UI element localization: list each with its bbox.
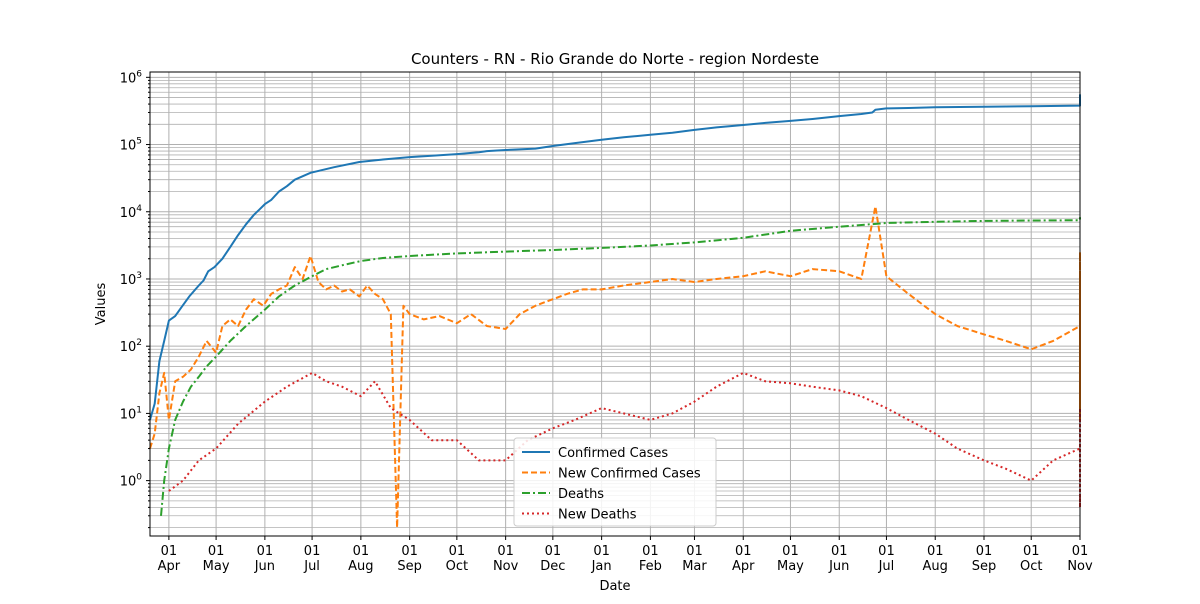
y-tick-label: 106 xyxy=(120,69,143,86)
x-tick-label-month: Aug xyxy=(923,559,948,574)
x-tick-label-day: 01 xyxy=(304,544,321,559)
legend-label: New Confirmed Cases xyxy=(558,467,701,482)
y-tick-label: 101 xyxy=(120,405,142,422)
x-tick-label-month: Apr xyxy=(158,559,181,574)
legend: Confirmed Cases New Confirmed Cases Deaths… xyxy=(513,437,717,527)
x-axis: 01Apr01May01Jun01Jul01Aug01Sep01Oct01Nov… xyxy=(158,536,1093,574)
x-tick-label-month: May xyxy=(777,559,804,574)
y-tick-label: 100 xyxy=(120,473,143,490)
x-tick-label-month: Sep xyxy=(972,559,997,574)
x-tick-label-month: Apr xyxy=(732,559,755,574)
series-line-confirmed-cases xyxy=(149,93,1081,421)
x-tick-label-month: Feb xyxy=(639,559,662,574)
x-tick-label-day: 01 xyxy=(353,544,370,559)
x-tick-label-day: 01 xyxy=(545,544,562,559)
x-tick-label-month: Mar xyxy=(682,559,707,574)
x-tick-label-day: 01 xyxy=(976,544,993,559)
x-tick-label-month: Jul xyxy=(878,559,895,574)
x-tick-label-day: 01 xyxy=(927,544,944,559)
legend-label: New Deaths xyxy=(558,508,637,523)
x-tick-label-day: 01 xyxy=(497,544,514,559)
x-tick-label-month: Oct xyxy=(1020,559,1042,574)
x-tick-label-month: Aug xyxy=(348,559,373,574)
grid xyxy=(150,72,1081,536)
x-tick-label-day: 01 xyxy=(642,544,659,559)
legend-label: Deaths xyxy=(558,487,604,502)
x-tick-label-month: Dec xyxy=(540,559,565,574)
legend-label: Confirmed Cases xyxy=(558,446,668,461)
y-tick-label: 103 xyxy=(120,271,142,288)
x-tick-label-day: 01 xyxy=(686,544,703,559)
x-tick-label-month: Oct xyxy=(446,559,468,574)
x-tick-label-month: Jan xyxy=(591,559,612,574)
x-tick-label-month: Sep xyxy=(397,559,422,574)
x-tick-label-month: May xyxy=(203,559,230,574)
x-tick-label-month: Jul xyxy=(303,559,320,574)
x-tick-label-month: Nov xyxy=(1067,559,1093,574)
x-tick-label-day: 01 xyxy=(878,544,895,559)
x-axis-label: Date xyxy=(599,579,630,594)
x-tick-label-day: 01 xyxy=(1072,544,1089,559)
y-axis-label: Values xyxy=(94,283,109,326)
x-tick-label-day: 01 xyxy=(208,544,225,559)
y-tick-label: 102 xyxy=(120,338,142,355)
x-tick-label-day: 01 xyxy=(257,544,274,559)
x-tick-label-day: 01 xyxy=(735,544,752,559)
series-line-deaths xyxy=(160,216,1081,516)
x-tick-label-day: 01 xyxy=(1023,544,1040,559)
legend-box xyxy=(513,437,717,527)
x-tick-label-day: 01 xyxy=(782,544,799,559)
x-tick-label-month: Jun xyxy=(828,559,849,574)
x-tick-label-day: 01 xyxy=(161,544,178,559)
x-tick-label-month: Jun xyxy=(254,559,275,574)
x-tick-label-month: Nov xyxy=(493,559,519,574)
x-tick-label-day: 01 xyxy=(831,544,848,559)
plot-frame xyxy=(149,71,1081,537)
x-tick-label-day: 01 xyxy=(449,544,466,559)
y-tick-label: 105 xyxy=(120,137,142,154)
x-tick-label-day: 01 xyxy=(401,544,418,559)
y-tick-label: 104 xyxy=(120,204,143,221)
y-axis: 100 101 102 103 104 105 106 xyxy=(120,69,150,529)
chart-title: Counters - RN - Rio Grande do Norte - re… xyxy=(411,50,819,68)
x-tick-label-day: 01 xyxy=(593,544,610,559)
